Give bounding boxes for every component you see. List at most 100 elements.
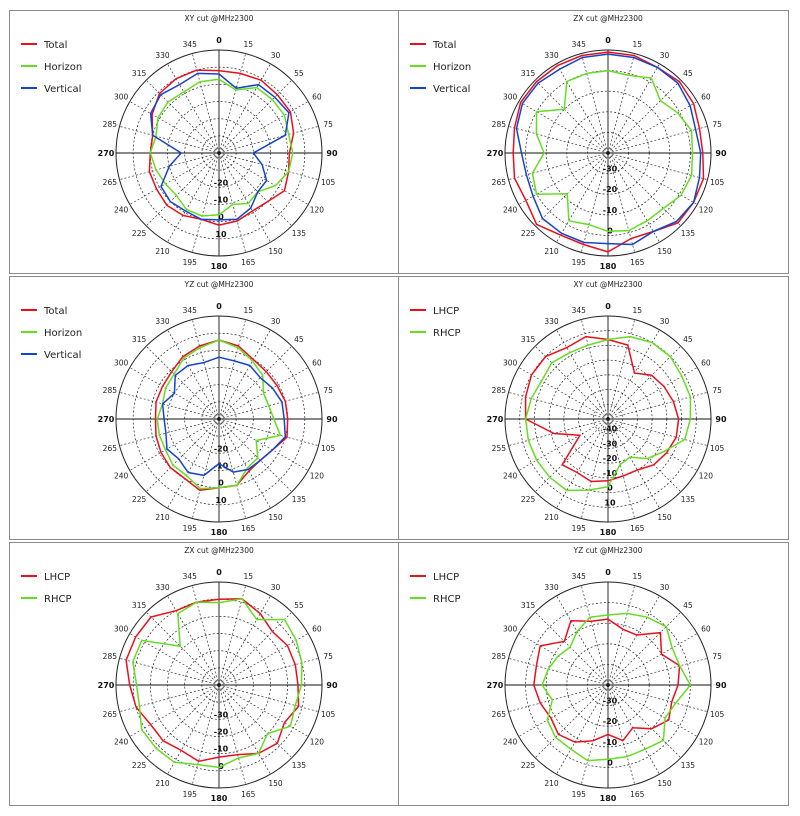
spoke-line bbox=[607, 63, 660, 154]
ring-label: -30 bbox=[214, 710, 229, 719]
spoke-line bbox=[607, 684, 708, 712]
spoke-line bbox=[534, 152, 609, 227]
angle-label: 60 bbox=[701, 93, 711, 102]
angle-label: 300 bbox=[114, 359, 129, 368]
angle-label: 195 bbox=[183, 258, 198, 267]
angle-label: 150 bbox=[657, 513, 672, 522]
angle-label: 195 bbox=[183, 524, 198, 533]
angle-label: 165 bbox=[630, 524, 645, 533]
spoke-line bbox=[218, 345, 293, 420]
spoke-line bbox=[581, 418, 609, 519]
angle-label: 135 bbox=[292, 761, 307, 770]
ring-label: -30 bbox=[603, 165, 618, 174]
angle-label: 345 bbox=[572, 572, 587, 581]
angle-label: 270 bbox=[487, 149, 504, 158]
angle-label: 90 bbox=[326, 681, 338, 690]
angle-label: 75 bbox=[712, 652, 722, 661]
spoke-line bbox=[508, 126, 609, 154]
spoke-line bbox=[607, 684, 660, 775]
angle-label: 265 bbox=[103, 178, 118, 187]
angle-label: 195 bbox=[183, 790, 198, 799]
spoke-line bbox=[607, 595, 660, 686]
spoke-line bbox=[607, 392, 708, 420]
angle-label: 300 bbox=[114, 625, 129, 634]
angle-label: 30 bbox=[660, 317, 670, 326]
ring-label: -10 bbox=[603, 738, 618, 747]
angle-label: 120 bbox=[310, 738, 325, 747]
angle-label: 75 bbox=[712, 386, 722, 395]
spoke-line bbox=[556, 595, 609, 686]
angle-label: 330 bbox=[544, 583, 559, 592]
angle-label: 315 bbox=[521, 601, 536, 610]
spoke-line bbox=[556, 152, 609, 243]
chart-panel-2: ZX cut @MHz2300 0 15 30 45 60 75 90 105 120 135 150… bbox=[398, 10, 789, 274]
angle-label: 30 bbox=[271, 51, 281, 60]
legend-label: Total bbox=[43, 40, 67, 51]
angle-label: 15 bbox=[243, 572, 253, 581]
polar-chart-6: YZ cut @MHz2300 0 15 30 45 60 75 90 105 120 135 150… bbox=[410, 546, 727, 803]
spoke-line bbox=[167, 63, 220, 154]
angle-label: 210 bbox=[155, 779, 170, 788]
polar-chart-1: XY cut @MHz2300 0 15 30 55 60 75 90 105 120 135 150… bbox=[21, 14, 338, 271]
angle-label: 345 bbox=[183, 40, 198, 49]
angle-label: 105 bbox=[710, 178, 725, 187]
angle-label: 240 bbox=[114, 472, 129, 481]
angle-label: 270 bbox=[98, 415, 115, 424]
angle-label: 345 bbox=[183, 306, 198, 315]
legend-label: RHCP bbox=[433, 594, 460, 605]
spoke-line bbox=[607, 319, 635, 420]
angle-label: 30 bbox=[660, 51, 670, 60]
spoke-line bbox=[119, 126, 220, 154]
spoke-line bbox=[119, 392, 220, 420]
angle-label: 30 bbox=[271, 583, 281, 592]
ring-label: 0 bbox=[607, 484, 613, 493]
spoke-line bbox=[508, 418, 609, 446]
angle-label: 105 bbox=[710, 710, 725, 719]
chart-panel-4: XY cut @MHz2300 0 15 30 45 60 75 90 105 120 135 150… bbox=[398, 276, 789, 540]
spoke-line bbox=[518, 418, 609, 471]
angle-label: 90 bbox=[326, 149, 338, 158]
spoke-line bbox=[607, 684, 698, 737]
angle-label: 345 bbox=[572, 306, 587, 315]
angle-label: 120 bbox=[699, 738, 714, 747]
spoke-line bbox=[607, 418, 682, 493]
chart-title: XY cut @MHz2300 bbox=[574, 280, 643, 289]
angle-label: 270 bbox=[487, 681, 504, 690]
angle-label: 45 bbox=[683, 601, 693, 610]
ring-label: -20 bbox=[214, 444, 229, 453]
angle-label: 195 bbox=[572, 258, 587, 267]
angle-label: 180 bbox=[600, 528, 617, 537]
spoke-line bbox=[167, 152, 220, 243]
spoke-line bbox=[129, 633, 220, 686]
ring-label: -10 bbox=[603, 206, 618, 215]
angle-label: 90 bbox=[715, 681, 727, 690]
ring-label: -40 bbox=[603, 425, 618, 434]
angle-label: 210 bbox=[544, 513, 559, 522]
spoke-line bbox=[607, 329, 660, 420]
angle-label: 0 bbox=[605, 36, 611, 45]
angle-label: 120 bbox=[310, 472, 325, 481]
angle-label: 285 bbox=[103, 652, 118, 661]
angle-label: 55 bbox=[294, 69, 304, 78]
angle-label: 180 bbox=[211, 262, 228, 271]
angle-label: 240 bbox=[114, 738, 129, 747]
angle-label: 180 bbox=[600, 262, 617, 271]
angle-label: 120 bbox=[310, 206, 325, 215]
angle-label: 165 bbox=[630, 790, 645, 799]
angle-label: 315 bbox=[132, 69, 147, 78]
spoke-line bbox=[607, 684, 682, 759]
angle-label: 240 bbox=[114, 206, 129, 215]
angle-label: 300 bbox=[503, 93, 518, 102]
angle-label: 90 bbox=[715, 149, 727, 158]
angle-label: 15 bbox=[632, 40, 642, 49]
ring-label: 0 bbox=[607, 758, 613, 767]
angle-label: 315 bbox=[521, 69, 536, 78]
spoke-line bbox=[518, 101, 609, 154]
spoke-line bbox=[581, 684, 609, 785]
angle-label: 60 bbox=[312, 625, 322, 634]
angle-label: 270 bbox=[98, 149, 115, 158]
chart-title: XY cut @MHz2300 bbox=[185, 14, 254, 23]
angle-label: 75 bbox=[712, 120, 722, 129]
angle-label: 165 bbox=[630, 258, 645, 267]
angle-label: 15 bbox=[243, 306, 253, 315]
